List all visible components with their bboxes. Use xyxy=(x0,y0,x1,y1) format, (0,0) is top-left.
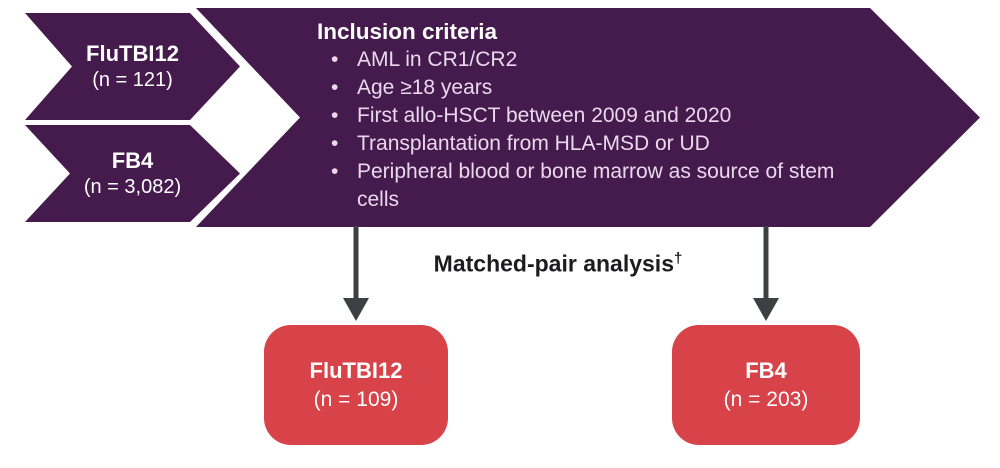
matched-pair-analysis-label: Matched-pair analysis† xyxy=(433,250,683,277)
inclusion-criterion: First allo-HSCT between 2009 and 2020 xyxy=(317,102,892,130)
result-group-name: FB4 xyxy=(745,358,787,383)
result-box-flutbi12: FluTBI12 (n = 109) xyxy=(264,325,448,445)
down-arrow-left xyxy=(343,226,369,321)
inclusion-criterion: Transplantation from HLA-MSD or UD xyxy=(317,130,892,158)
source-group-count: (n = 3,082) xyxy=(83,175,182,198)
source-group-name: FB4 xyxy=(111,147,154,173)
bullet-icon xyxy=(317,158,357,214)
result-box-fb4: FB4 (n = 203) xyxy=(672,325,860,445)
inclusion-criteria-list: AML in CR1/CR2 Age ≥18 years First allo-… xyxy=(317,46,892,214)
source-group-name: FluTBI12 xyxy=(86,40,179,66)
bullet-icon xyxy=(317,102,357,130)
inclusion-criterion: Age ≥18 years xyxy=(317,74,892,102)
inclusion-criterion: Peripheral blood or bone marrow as sourc… xyxy=(317,158,892,214)
result-group-count: (n = 109) xyxy=(313,388,399,411)
source-chevron-flutbi12: FluTBI12 (n = 121) xyxy=(25,13,240,120)
bullet-icon xyxy=(317,46,357,74)
source-group-count: (n = 121) xyxy=(92,68,173,91)
inclusion-criterion: AML in CR1/CR2 xyxy=(317,46,892,74)
bullet-icon xyxy=(317,130,357,158)
inclusion-criteria-arrow: Inclusion criteria AML in CR1/CR2 Age ≥1… xyxy=(196,8,980,227)
inclusion-criteria-title: Inclusion criteria xyxy=(317,19,498,44)
down-arrow-right xyxy=(753,226,779,321)
dagger-footnote-mark: † xyxy=(673,250,683,267)
result-group-name: FluTBI12 xyxy=(309,358,403,383)
bullet-icon xyxy=(317,74,357,102)
result-group-count: (n = 203) xyxy=(723,388,809,411)
inclusion-criteria-content: Inclusion criteria AML in CR1/CR2 Age ≥1… xyxy=(317,18,892,214)
source-chevron-fb4: FB4 (n = 3,082) xyxy=(25,125,240,222)
